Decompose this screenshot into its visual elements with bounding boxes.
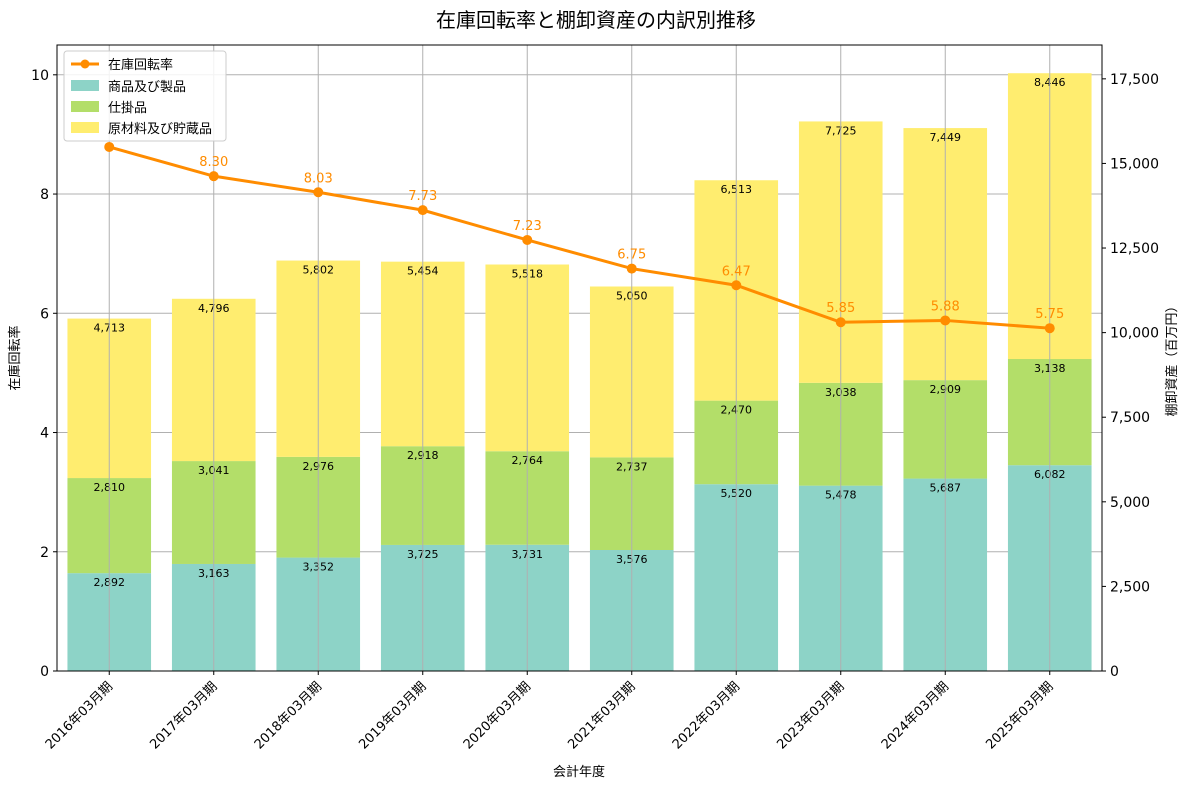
legend-swatch [71,80,99,91]
legend-swatch [71,101,99,112]
y-tick-label-right: 5,000 [1110,495,1150,511]
turnover-value-label: 5.85 [826,301,855,316]
turnover-value-label: 7.23 [513,219,542,234]
turnover-value-label: 7.73 [408,189,437,204]
y-tick-label-right: 10,000 [1110,326,1159,342]
x-tick-label: 2016年03月期 [43,679,116,752]
legend-swatch [71,122,99,133]
x-tick-label: 2025年03月期 [983,679,1056,752]
y-tick-label-right: 12,500 [1110,241,1159,257]
y-axis-label-left: 在庫回転率 [7,325,23,390]
turnover-point [208,171,219,182]
y-tick-label-right: 2,500 [1110,579,1150,595]
turnover-value-label: 6.47 [722,264,751,279]
legend-label: 商品及び製品 [108,80,186,95]
turnover-point [626,263,637,274]
x-tick-label: 2017年03月期 [147,679,220,752]
legend-label: 原材料及び貯蔵品 [108,122,212,137]
turnover-value-label: 8.30 [199,155,228,170]
turnover-point [835,317,846,328]
y-tick-label-right: 15,000 [1110,156,1159,172]
plot-frame [56,44,1103,672]
legend-box [63,50,227,142]
y-tick-label-left: 0 [40,664,49,680]
turnover-point [313,187,324,198]
turnover-point [731,280,742,291]
y-tick-label-left: 10 [31,68,49,84]
x-tick-label: 2022年03月期 [670,679,743,752]
y-tick-label-left: 2 [40,545,49,561]
y-tick-label-right: 17,500 [1110,72,1159,88]
y-tick-label-left: 8 [40,187,49,203]
turnover-value-label: 6.75 [617,248,646,263]
bar-labels: 2,8922,8104,7133,1633,0414,7963,3522,976… [94,45,1066,671]
x-axis-label: 会計年度 [553,764,605,780]
turnover-point [104,141,115,152]
legend-label-turnover: 在庫回転率 [108,57,173,73]
turnover-point [417,205,428,216]
x-tick-label: 2024年03月期 [879,679,952,752]
turnover-line [108,145,1050,330]
chart-title: 在庫回転率と棚卸資産の内訳別推移 [436,8,756,32]
turnover-point [522,234,533,245]
y-tick-label-left: 4 [40,426,49,442]
turnover-point [940,315,951,326]
x-tick-label: 2023年03月期 [774,679,847,752]
turnover-point [1044,323,1055,334]
legend-label: 仕掛品 [108,101,147,116]
x-tick-label: 2021年03月期 [565,679,638,752]
x-tick-label: 2020年03月期 [461,679,534,752]
y-tick-label-left: 6 [40,306,49,322]
turnover-value-label: 5.88 [931,299,960,314]
turnover-value-label: 8.03 [304,171,333,186]
y-tick-label-right: 7,500 [1110,410,1150,426]
x-tick-label: 2019年03月期 [356,679,429,752]
turnover-line-layer: 8.30 8.03 7.73 7.23 6.75 6.47 5.85 5.88 5.75 [104,141,1064,334]
legend-line-marker [80,59,90,69]
y-tick-label-right: 0 [1110,664,1119,680]
x-tick-label: 2018年03月期 [252,679,325,752]
turnover-value-label: 5.75 [1035,307,1064,322]
y-axis-label-right: 棚卸資産（百万円） [1164,299,1180,416]
